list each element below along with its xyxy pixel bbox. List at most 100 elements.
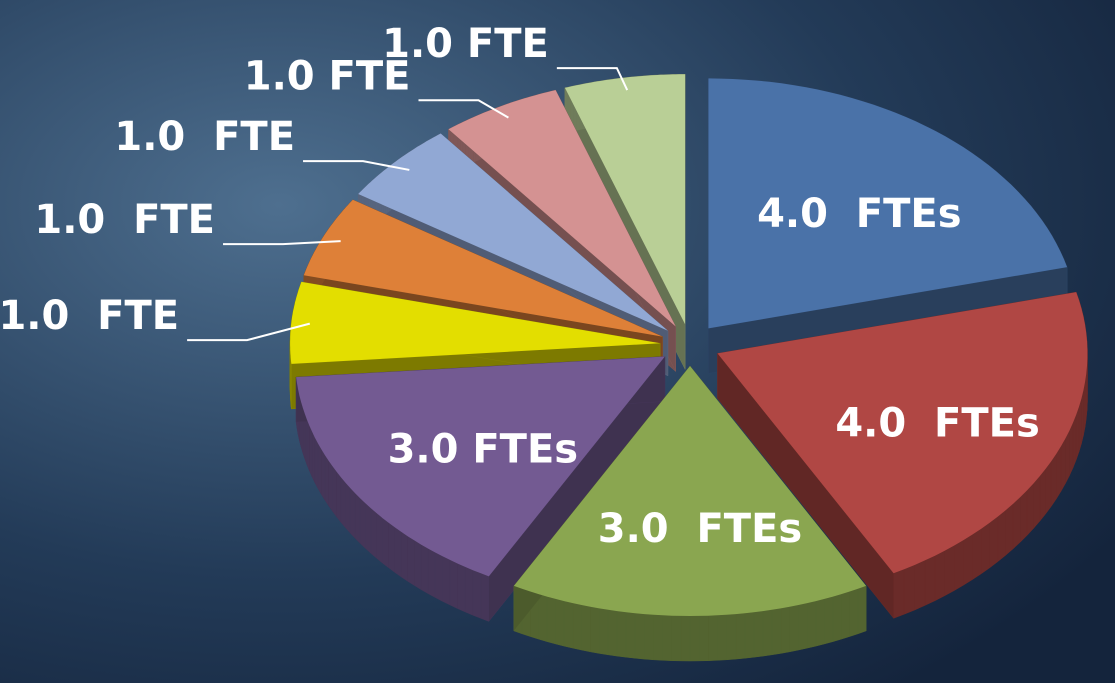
slice-wall	[1056, 445, 1062, 500]
slice-wall	[354, 492, 361, 545]
slice-wall	[311, 431, 316, 483]
slice-wall	[1072, 414, 1077, 468]
slice-wall	[317, 442, 322, 496]
slice-wall	[680, 615, 691, 662]
slice-wall	[832, 593, 842, 642]
slice-wall	[1033, 475, 1041, 529]
slice-wall	[689, 615, 700, 662]
slice-wall	[1081, 390, 1084, 444]
slice-wall	[1039, 468, 1046, 522]
slice-wall	[306, 419, 310, 471]
leader-line	[303, 160, 410, 171]
slice-wall	[1005, 503, 1014, 556]
slice-wall	[340, 476, 346, 529]
slice-wall	[572, 602, 582, 651]
slice-wall	[1060, 437, 1066, 493]
slice-wall	[394, 526, 402, 578]
slice-wall	[538, 593, 548, 642]
slice-wall	[841, 591, 850, 640]
slice-wall	[972, 528, 982, 580]
slice-wall	[963, 534, 973, 586]
slice-wall	[1069, 422, 1074, 476]
leader-line	[418, 99, 509, 119]
slice-wall	[309, 425, 313, 477]
slice-wall	[314, 437, 319, 489]
slice	[358, 133, 668, 331]
slice-wall	[345, 482, 351, 534]
slice-wall	[365, 502, 372, 554]
slice-wall	[480, 572, 490, 622]
slice-wall	[903, 564, 915, 615]
slice-wall	[546, 596, 556, 645]
slice-wall	[616, 610, 627, 658]
slice-wall	[653, 614, 663, 661]
slice-wall	[934, 550, 945, 602]
slice-wall	[382, 517, 389, 569]
slice-wall	[349, 487, 356, 539]
slice-wall	[420, 544, 429, 595]
slice-wall	[598, 608, 609, 656]
slice-wall	[324, 454, 329, 507]
slice-wall	[427, 548, 436, 598]
slice-wall	[981, 522, 990, 575]
slice	[296, 356, 665, 577]
data-label: 1.0 FTE	[114, 114, 295, 160]
slice-wall	[1078, 398, 1082, 452]
slice-wall	[1065, 430, 1070, 484]
data-label: 1.0 FTE	[0, 293, 179, 339]
slice-wall	[1050, 453, 1057, 508]
slice-wall	[625, 611, 636, 659]
slice-wall	[400, 531, 408, 582]
slice	[708, 78, 1068, 329]
data-label: 3.0 FTEs	[598, 506, 802, 552]
slice-wall	[1075, 406, 1080, 460]
slice-wall	[815, 598, 825, 647]
slice-wall	[376, 512, 383, 564]
slice-wall	[753, 610, 764, 658]
slice	[513, 366, 867, 616]
slice-wall	[464, 566, 474, 616]
slice	[290, 281, 661, 364]
slice-wall	[824, 596, 834, 645]
slice-wall	[555, 598, 565, 647]
slice-wall	[924, 555, 936, 606]
slice-wall	[671, 615, 682, 662]
slice-wall	[449, 559, 458, 609]
slice-wall	[332, 465, 337, 518]
slice-wall	[726, 613, 737, 661]
slice-wall	[1045, 460, 1052, 515]
leader-line	[187, 322, 311, 342]
slice-wall	[414, 539, 422, 591]
slice-wall	[698, 615, 709, 662]
slice-wall	[407, 535, 415, 586]
slice-wall	[914, 560, 926, 611]
data-label: 1.0 FTE	[244, 53, 411, 99]
slice-wall	[643, 613, 654, 661]
slice	[564, 74, 686, 325]
slice-wall	[1012, 496, 1021, 550]
slice-wall	[762, 609, 773, 657]
slice-wall	[359, 497, 366, 549]
slice-wall	[607, 609, 618, 657]
data-label: 3.0 FTEs	[388, 426, 579, 472]
slice-wall	[1020, 489, 1028, 543]
slice-wall	[798, 602, 808, 651]
data-label: 4.0 FTEs	[757, 191, 961, 237]
slice-wall	[434, 552, 443, 602]
slice-wall	[388, 522, 395, 573]
slice-wall	[590, 606, 600, 654]
data-label: 1.0 FTE	[34, 197, 215, 243]
slice-wall	[1026, 482, 1034, 536]
slice	[303, 199, 663, 337]
slice-wall	[771, 608, 782, 656]
slice-wall	[336, 471, 342, 524]
slice-wall	[780, 606, 790, 654]
slice-wall	[370, 507, 377, 559]
slice-wall	[634, 612, 645, 660]
slice-wall	[442, 555, 451, 606]
slice-wall	[989, 516, 999, 569]
slice-wall	[321, 448, 326, 501]
slice-wall	[744, 611, 755, 659]
slice-wall	[789, 604, 799, 653]
